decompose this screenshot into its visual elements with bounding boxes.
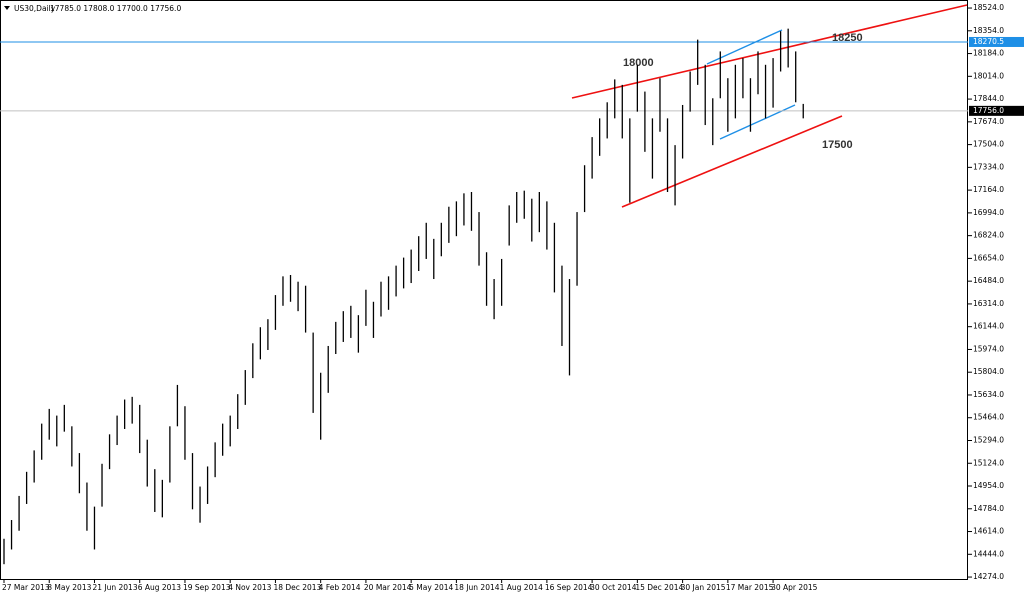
annotation: 17500 bbox=[822, 139, 853, 151]
trend-line[interactable] bbox=[719, 104, 796, 140]
y-tick-label: 15634.0 bbox=[973, 390, 1004, 399]
y-tick-label: 18354.0 bbox=[973, 26, 1004, 35]
chart-title: US30,Daily bbox=[14, 4, 56, 13]
y-tick-label: 15294.0 bbox=[973, 435, 1004, 444]
y-tick-label: 18524.0 bbox=[973, 3, 1004, 12]
price-label-box bbox=[969, 36, 1024, 47]
x-tick-label: 6 Aug 2013 bbox=[138, 583, 181, 592]
y-tick-label: 18184.0 bbox=[973, 49, 1004, 58]
x-tick-label: 17 Mar 2015 bbox=[726, 583, 774, 592]
x-tick-label: 18 Dec 2013 bbox=[273, 583, 321, 592]
y-tick-label: 15974.0 bbox=[973, 344, 1004, 353]
y-tick-label: 16824.0 bbox=[973, 231, 1004, 240]
ohlc-text: 17785.0 17808.0 17700.0 17756.0 bbox=[50, 4, 181, 13]
x-tick-label: 8 May 2013 bbox=[47, 583, 91, 592]
y-tick-label: 17334.0 bbox=[973, 162, 1004, 171]
x-tick-label: 1 Aug 2014 bbox=[500, 583, 543, 592]
y-tick-label: 15804.0 bbox=[973, 367, 1004, 376]
price-label: 17756.0 bbox=[973, 106, 1004, 115]
y-tick-label: 14274.0 bbox=[973, 572, 1004, 581]
price-label: 18270.5 bbox=[973, 37, 1004, 46]
x-tick-label: 27 Mar 2013 bbox=[2, 583, 50, 592]
y-tick-label: 17844.0 bbox=[973, 94, 1004, 103]
price-label-box bbox=[969, 105, 1024, 116]
y-tick-label: 15124.0 bbox=[973, 458, 1004, 467]
x-tick-label: 4 Nov 2013 bbox=[228, 583, 271, 592]
x-tick-label: 30 Jan 2015 bbox=[681, 583, 726, 592]
x-tick-label: 4 Feb 2014 bbox=[319, 583, 361, 592]
trend-line[interactable] bbox=[621, 115, 843, 208]
trend-line[interactable] bbox=[706, 29, 783, 65]
x-tick-label: 15 Dec 2014 bbox=[635, 583, 683, 592]
x-tick-label: 30 Oct 2014 bbox=[590, 583, 637, 592]
y-tick-label: 17674.0 bbox=[973, 117, 1004, 126]
y-tick-label: 14444.0 bbox=[973, 549, 1004, 558]
y-tick-label: 15464.0 bbox=[973, 413, 1004, 422]
x-tick-label: 18 Jun 2014 bbox=[454, 583, 499, 592]
y-tick-label: 16314.0 bbox=[973, 299, 1004, 308]
y-tick-label: 16144.0 bbox=[973, 322, 1004, 331]
y-tick-label: 14954.0 bbox=[973, 481, 1004, 490]
trend-line[interactable] bbox=[571, 4, 968, 99]
y-tick-label: 16484.0 bbox=[973, 276, 1004, 285]
annotation: 18250 bbox=[832, 32, 863, 44]
plot-frame bbox=[0, 0, 968, 580]
y-tick-label: 18014.0 bbox=[973, 71, 1004, 80]
y-tick-label: 14784.0 bbox=[973, 504, 1004, 513]
annotation: 18000 bbox=[623, 57, 654, 69]
y-tick-label: 17164.0 bbox=[973, 185, 1004, 194]
menu-arrow[interactable] bbox=[4, 6, 10, 10]
y-tick-label: 16994.0 bbox=[973, 208, 1004, 217]
y-tick-label: 17504.0 bbox=[973, 140, 1004, 149]
x-tick-label: 19 Sep 2013 bbox=[183, 583, 231, 592]
x-tick-label: 16 Sep 2014 bbox=[545, 583, 593, 592]
y-tick-label: 16654.0 bbox=[973, 253, 1004, 262]
y-tick-label: 14614.0 bbox=[973, 527, 1004, 536]
trendlines bbox=[571, 4, 968, 208]
x-tick-label: 20 Mar 2014 bbox=[364, 583, 412, 592]
x-tick-label: 30 Apr 2015 bbox=[771, 583, 818, 592]
x-tick-label: 21 Jun 2013 bbox=[92, 583, 137, 592]
x-tick-label: 5 May 2014 bbox=[409, 583, 453, 592]
